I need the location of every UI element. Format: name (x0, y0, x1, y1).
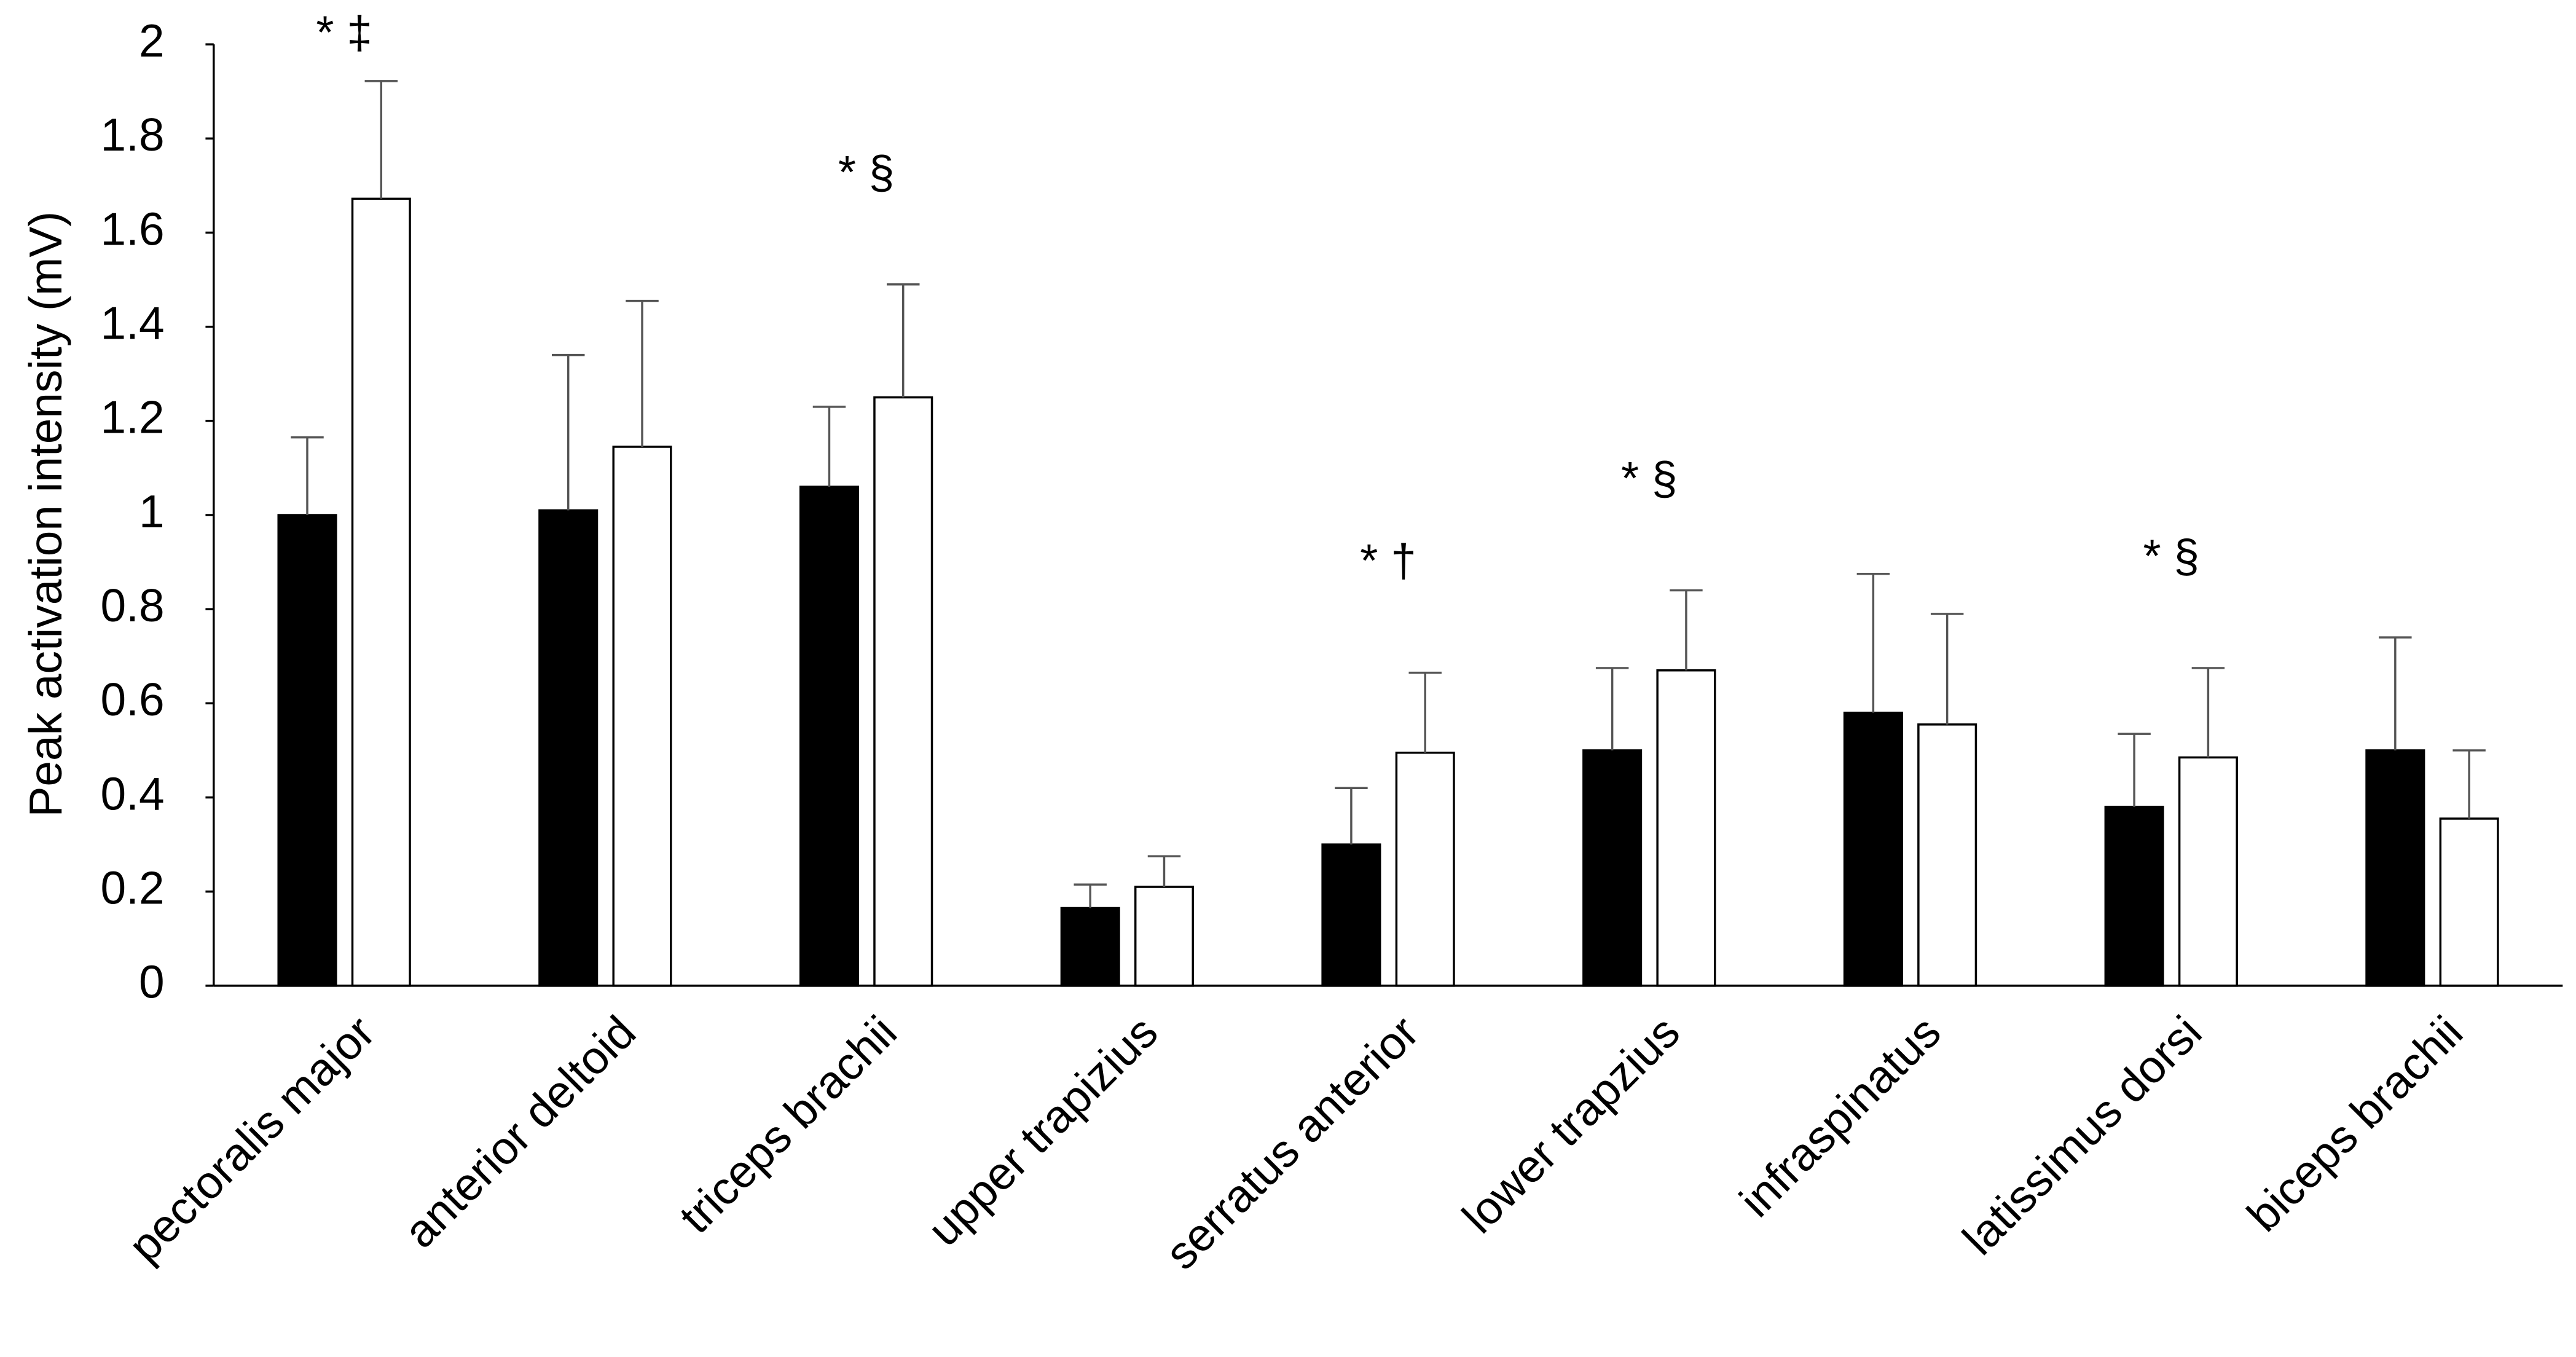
bar (1917, 723, 1977, 987)
bar (1843, 711, 1903, 987)
bar (1656, 669, 1716, 987)
x-tick-label: triceps brachii (669, 1006, 906, 1243)
error-bar (1408, 671, 1442, 753)
error-bar (626, 299, 659, 447)
bar (1395, 752, 1455, 987)
y-tick-label: 0.8 (101, 580, 165, 631)
y-tick-label: 2 (139, 15, 165, 66)
y-tick-label: 1.6 (101, 203, 165, 254)
y-tick-label: 1.2 (101, 391, 165, 443)
error-bar (1930, 613, 1964, 725)
y-tick-label: 0 (139, 956, 165, 1008)
annotation: * § (838, 146, 895, 198)
bar (1321, 843, 1381, 987)
error-bar (1670, 589, 1703, 671)
x-tick-label: anterior deltoid (394, 1006, 645, 1257)
x-tick-label: biceps brachii (2237, 1006, 2472, 1241)
annotation: * § (2143, 530, 2199, 581)
error-bar (812, 406, 846, 487)
error-bar (1074, 883, 1107, 908)
y-tick-label: 1 (139, 486, 165, 537)
y-axis-title: Peak activation intensity (mV) (20, 211, 71, 817)
annotation: * † (1360, 535, 1416, 586)
error-bar (1595, 667, 1629, 750)
x-tick-label: serratus anterior (1155, 1006, 1429, 1280)
bar (1582, 749, 1643, 987)
bar (2178, 756, 2238, 987)
bar (2439, 817, 2499, 987)
bar (2104, 806, 2164, 987)
bar (1060, 907, 1120, 987)
y-tick-label: 0.6 (101, 674, 165, 725)
error-bar (364, 80, 398, 199)
annotation: * § (1621, 452, 1678, 504)
error-bar (2379, 636, 2412, 750)
error-bar (1856, 573, 1890, 713)
bar (873, 396, 933, 987)
bar (351, 197, 411, 987)
error-bar (2452, 749, 2486, 819)
error-bar (291, 436, 324, 516)
annotation: * ‡ (316, 7, 372, 58)
bar (2365, 749, 2425, 987)
bar (277, 514, 337, 987)
error-bar (887, 283, 920, 398)
y-tick-label: 0.4 (101, 768, 165, 819)
x-tick-label: upper trapizius (917, 1006, 1167, 1256)
y-tick-label: 0.2 (101, 862, 165, 913)
x-tick-label: latissimus dorsi (1953, 1006, 2212, 1265)
bar (538, 509, 599, 987)
error-bar (2191, 667, 2225, 758)
x-tick-label: pectoralis major (119, 1006, 385, 1272)
x-tick-label: infraspinatus (1729, 1006, 1950, 1227)
bar (612, 446, 672, 987)
bar (799, 486, 859, 987)
y-tick-label: 1.8 (101, 109, 165, 160)
bar (1134, 886, 1194, 987)
error-bar (2118, 733, 2151, 807)
x-tick-label: lower trapzius (1452, 1006, 1689, 1243)
error-bar (551, 353, 585, 511)
error-bar (1335, 787, 1368, 845)
y-tick-label: 1.4 (101, 297, 165, 348)
error-bar (1147, 855, 1181, 887)
